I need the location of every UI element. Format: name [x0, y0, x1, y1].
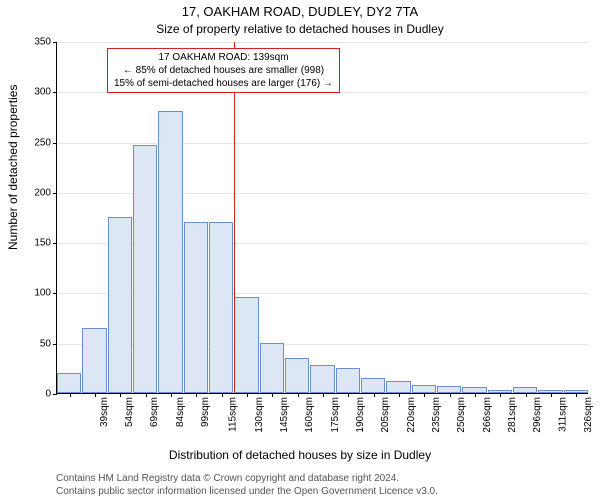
reference-line	[234, 42, 235, 393]
x-tick-mark	[526, 393, 527, 397]
x-tick-mark	[500, 393, 501, 397]
x-tick-label: 220sqm	[405, 397, 416, 433]
x-tick-mark	[120, 393, 121, 397]
info-box-line-3: 15% of semi-detached houses are larger (…	[114, 77, 333, 90]
x-tick-label: 54sqm	[124, 397, 135, 427]
y-tick-label: 100	[34, 288, 51, 299]
x-tick-mark	[171, 393, 172, 397]
y-tick-label: 300	[34, 87, 51, 98]
x-tick-mark	[323, 393, 324, 397]
x-tick-mark	[247, 393, 248, 397]
x-tick-label: 296sqm	[532, 397, 543, 433]
y-tick-mark	[53, 243, 57, 244]
grid-line	[57, 143, 588, 144]
x-tick-mark	[576, 393, 577, 397]
x-tick-label: 311sqm	[557, 397, 568, 432]
footer-line-2: Contains public sector information licen…	[56, 486, 438, 497]
histogram-bar	[57, 373, 81, 393]
y-tick-mark	[53, 293, 57, 294]
x-tick-mark	[95, 393, 96, 397]
x-tick-mark	[424, 393, 425, 397]
info-box-line-1: 17 OAKHAM ROAD: 139sqm	[114, 51, 333, 64]
grid-line	[57, 42, 588, 43]
info-box: 17 OAKHAM ROAD: 139sqm← 85% of detached …	[107, 48, 340, 93]
y-tick-label: 0	[45, 389, 51, 400]
x-tick-label: 326sqm	[583, 397, 594, 433]
x-tick-label: 160sqm	[304, 397, 315, 433]
x-axis-label: Distribution of detached houses by size …	[0, 448, 600, 462]
histogram-bar	[108, 217, 132, 393]
y-tick-mark	[53, 92, 57, 93]
x-tick-label: 69sqm	[149, 397, 160, 427]
histogram-bar	[158, 111, 182, 393]
histogram-bar	[437, 386, 461, 393]
x-tick-mark	[348, 393, 349, 397]
y-tick-mark	[53, 344, 57, 345]
x-tick-label: 190sqm	[355, 397, 366, 433]
x-tick-label: 99sqm	[200, 397, 211, 427]
x-tick-mark	[551, 393, 552, 397]
y-tick-mark	[53, 193, 57, 194]
y-tick-label: 150	[34, 238, 51, 249]
x-tick-label: 266sqm	[481, 397, 492, 433]
x-tick-mark	[399, 393, 400, 397]
x-tick-label: 130sqm	[253, 397, 264, 433]
x-tick-mark	[475, 393, 476, 397]
histogram-bar	[234, 297, 258, 393]
histogram-bar	[184, 222, 208, 393]
chart-title: 17, OAKHAM ROAD, DUDLEY, DY2 7TA	[0, 4, 600, 19]
histogram-bar	[336, 368, 360, 393]
x-tick-mark	[146, 393, 147, 397]
histogram-bar	[412, 385, 436, 393]
histogram-bar	[209, 222, 233, 393]
y-tick-label: 250	[34, 137, 51, 148]
x-tick-label: 145sqm	[279, 397, 290, 433]
histogram-bar	[386, 381, 410, 393]
x-tick-label: 84sqm	[175, 397, 186, 427]
x-tick-mark	[222, 393, 223, 397]
chart-container: 17, OAKHAM ROAD, DUDLEY, DY2 7TA Size of…	[0, 0, 600, 500]
y-tick-mark	[53, 42, 57, 43]
x-tick-label: 175sqm	[329, 397, 340, 433]
y-tick-mark	[53, 394, 57, 395]
x-tick-label: 250sqm	[456, 397, 467, 433]
histogram-bar	[260, 343, 284, 393]
x-tick-mark	[272, 393, 273, 397]
x-tick-label: 281sqm	[507, 397, 518, 433]
y-tick-label: 200	[34, 187, 51, 198]
x-tick-mark	[450, 393, 451, 397]
x-tick-label: 235sqm	[431, 397, 442, 433]
y-tick-label: 50	[40, 338, 51, 349]
x-tick-mark	[374, 393, 375, 397]
info-box-line-2: ← 85% of detached houses are smaller (99…	[114, 64, 333, 77]
chart-subtitle: Size of property relative to detached ho…	[0, 22, 600, 36]
y-tick-label: 350	[34, 37, 51, 48]
x-tick-label: 39sqm	[99, 397, 110, 427]
histogram-bar	[285, 358, 309, 393]
x-tick-mark	[298, 393, 299, 397]
footer-line-1: Contains HM Land Registry data © Crown c…	[56, 473, 399, 484]
x-tick-label: 205sqm	[380, 397, 391, 433]
plot-area: 05010015020025030035039sqm54sqm69sqm84sq…	[56, 42, 588, 394]
x-tick-label: 115sqm	[228, 397, 239, 432]
histogram-bar	[310, 365, 334, 393]
histogram-bar	[361, 378, 385, 393]
x-tick-mark	[196, 393, 197, 397]
x-tick-mark	[70, 393, 71, 397]
histogram-bar	[82, 328, 106, 393]
histogram-bar	[133, 145, 157, 393]
y-tick-mark	[53, 143, 57, 144]
y-axis-label: Number of detached properties	[6, 85, 20, 250]
